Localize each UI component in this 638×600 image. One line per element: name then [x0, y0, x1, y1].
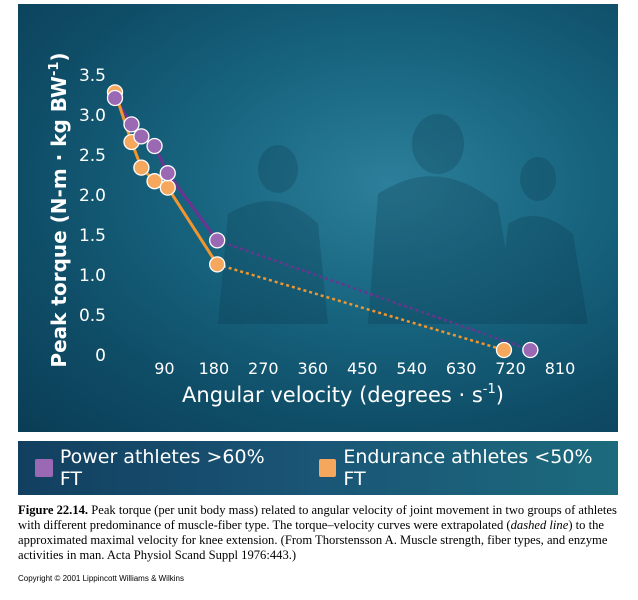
y-tick-label: 2.0	[79, 186, 106, 206]
y-tick-label: 0	[95, 346, 106, 366]
legend-label-endurance: Endurance athletes <50% FT	[343, 446, 593, 490]
y-axis-label: Peak torque (N-m · kg BW-1)	[47, 52, 71, 367]
figure-caption: Figure 22.14. Peak torque (per unit body…	[18, 503, 624, 563]
legend-item-endurance: Endurance athletes <50% FT	[318, 446, 618, 490]
y-tick-label: 2.5	[79, 146, 106, 166]
y-tick-label: 1.0	[79, 266, 106, 286]
series-0-point	[133, 128, 150, 145]
y-tick-label: 3.0	[79, 106, 106, 126]
y-tick-label: 3.5	[79, 66, 106, 86]
x-tick-label: 630	[446, 359, 477, 378]
series-1-extrapolated-line	[216, 263, 505, 352]
legend-label-power: Power athletes >60% FT	[59, 446, 265, 490]
series-0-extrapolated-line	[216, 239, 531, 352]
copyright-notice: Copyright © 2001 Lippincott Williams & W…	[18, 574, 184, 583]
series-0-extrapolated-point	[522, 341, 539, 359]
x-tick-label: 180	[199, 359, 230, 378]
series-0-point	[123, 116, 140, 133]
x-tick-label: 540	[396, 359, 427, 378]
series-1-point	[133, 159, 150, 176]
caption-label: Figure 22.14.	[18, 503, 89, 517]
x-tick-label: 810	[545, 359, 576, 378]
background-photo	[218, 114, 588, 324]
series-0-point	[106, 89, 124, 107]
legend-swatch-endurance	[318, 459, 337, 477]
legend-swatch-power	[35, 459, 53, 477]
x-tick-label: 720	[495, 359, 526, 378]
x-axis-label: Angular velocity (degrees · s-1)	[182, 382, 504, 407]
chart-panel: 0 0.5 1.0 1.5 2.0 2.5 3.0 3.5 90 180 270 360 450 540…	[18, 4, 618, 432]
x-tick-label: 450	[347, 359, 378, 378]
y-tick-label: 1.5	[79, 226, 106, 246]
chart-svg: 0 0.5 1.0 1.5 2.0 2.5 3.0 3.5 90 180 270 360 450 540…	[47, 52, 588, 407]
x-tick-label: 270	[248, 359, 279, 378]
series-0-point	[146, 137, 163, 155]
series-1-line	[113, 91, 219, 266]
series-1-point	[159, 179, 176, 196]
x-tick-label: 360	[298, 359, 329, 378]
legend: Power athletes >60% FT Endurance athlete…	[18, 441, 618, 495]
series-0-point	[159, 165, 176, 182]
caption-text-1: Peak torque (per unit body mass) related…	[18, 503, 617, 532]
x-tick-label: 90	[154, 359, 174, 378]
series-1-extrapolated-point	[495, 341, 513, 359]
series-1-point	[146, 173, 163, 190]
caption-emphasis: dashed line	[510, 518, 569, 532]
legend-item-power: Power athletes >60% FT	[35, 446, 291, 490]
series-1-point	[209, 256, 226, 273]
series-0-point	[209, 232, 226, 249]
caption-text-2: ) to the approximated maximal velocity f…	[18, 518, 608, 562]
y-tick-label: 0.5	[79, 306, 106, 326]
